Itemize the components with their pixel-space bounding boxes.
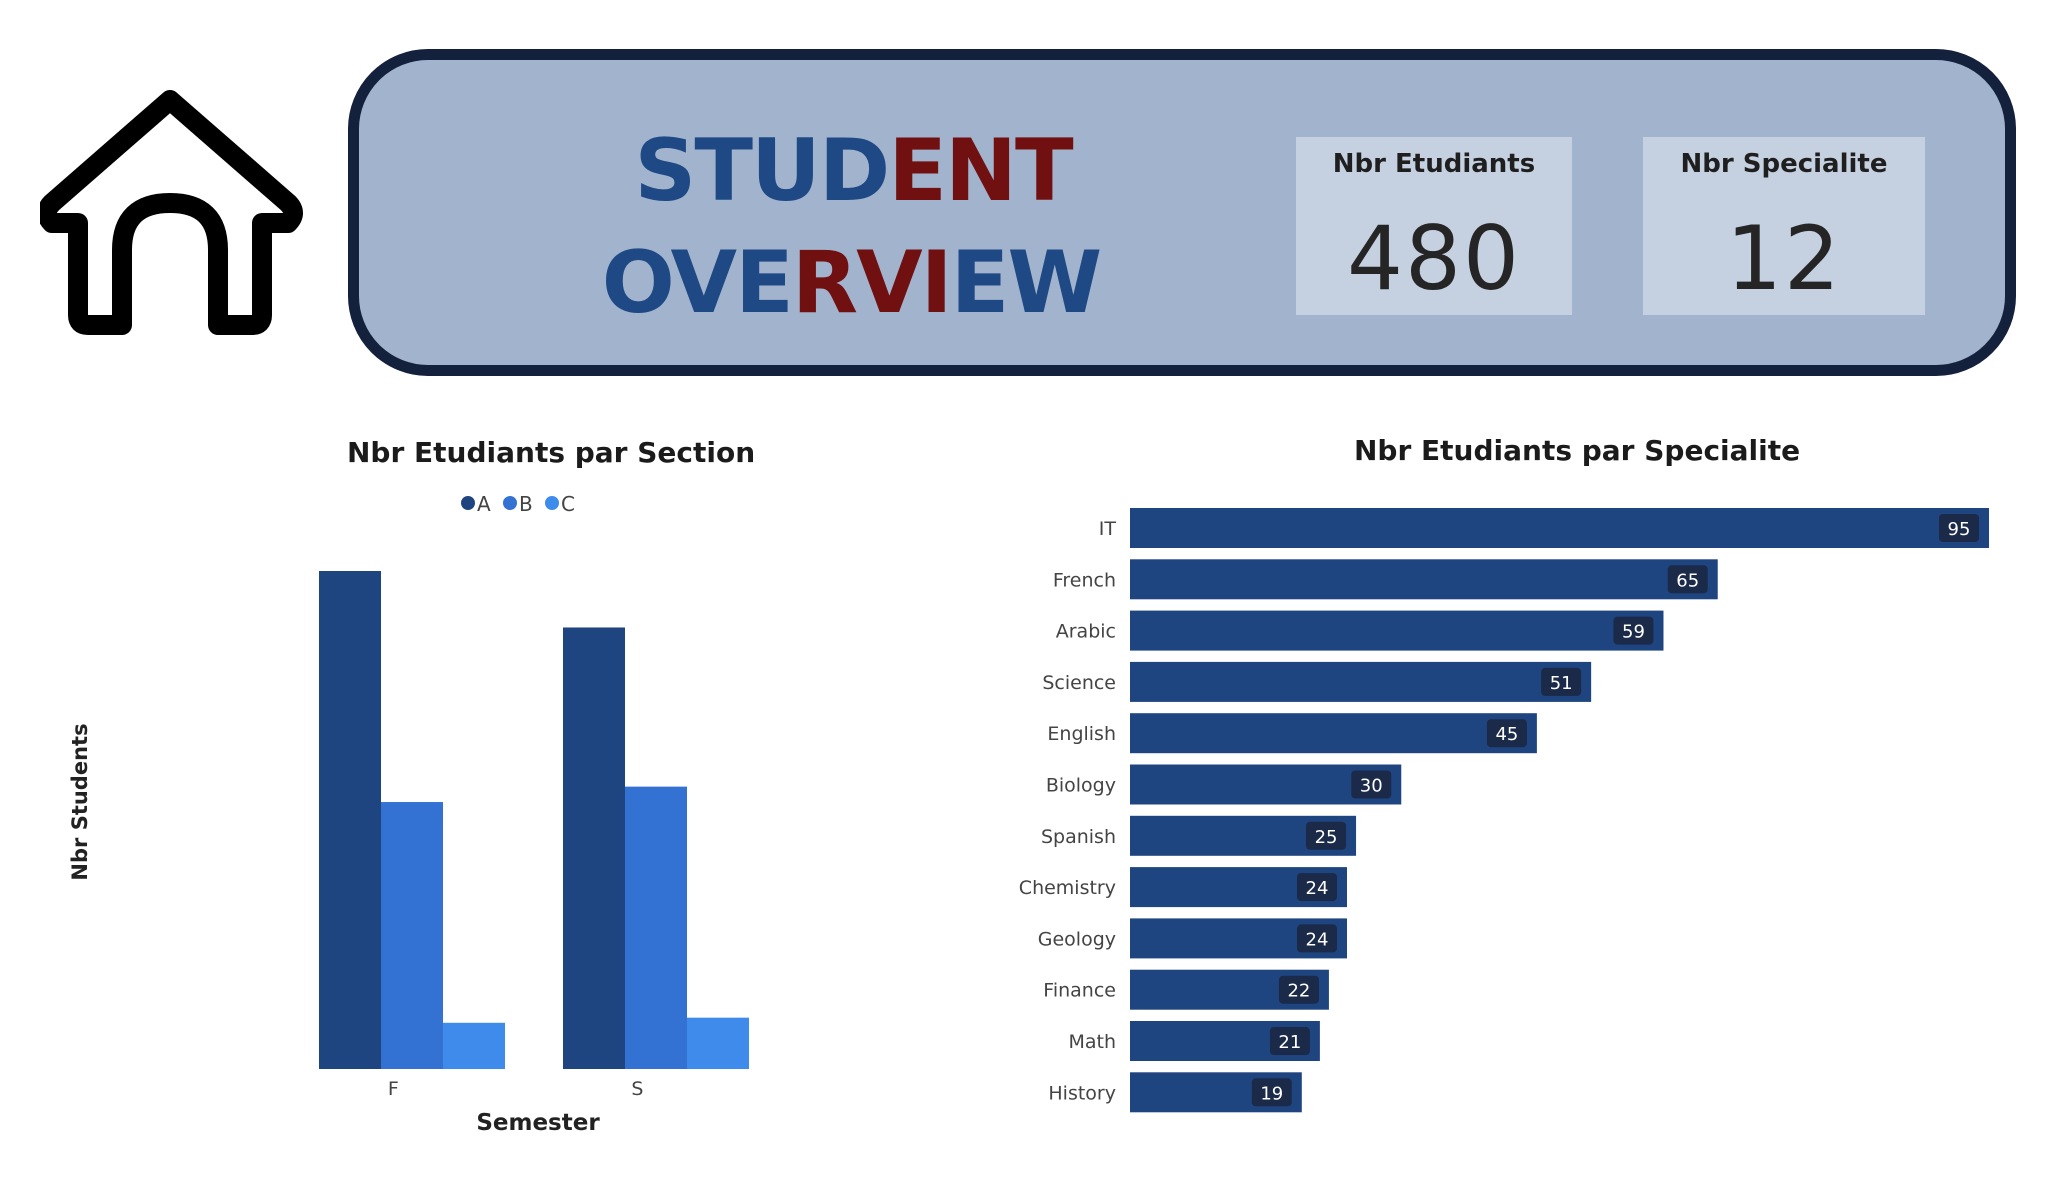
title-part: OVE: [601, 233, 794, 333]
x-axis-label: Semester: [476, 1110, 600, 1136]
legend-label: A: [477, 492, 491, 516]
data-label-bg: [1306, 821, 1347, 850]
data-label-bg: [1269, 1027, 1310, 1055]
x-tick-label: S: [631, 1078, 643, 1100]
category-label: History: [1048, 1082, 1116, 1104]
chart-bar[interactable]: [1130, 559, 1718, 600]
category-label: Chemistry: [1019, 877, 1116, 899]
kpi-value: 12: [1726, 207, 1842, 310]
data-label: 45: [1495, 724, 1518, 745]
data-label: 24: [1306, 929, 1329, 950]
header-banner: STUDENT OVERVIEW Nbr Etudiants 480 Nbr S…: [348, 49, 2016, 376]
title-part: RVI: [791, 233, 953, 333]
kpi-card-specialites: Nbr Specialite 12: [1643, 137, 1925, 315]
chart-bar[interactable]: [319, 571, 381, 1069]
chart-bar[interactable]: [625, 786, 687, 1069]
chart-bar[interactable]: [1130, 508, 1989, 548]
data-label-bg: [1667, 565, 1708, 594]
category-label: Arabic: [1056, 621, 1116, 643]
chart-legend: A B C: [461, 492, 575, 516]
data-label-bg: [1613, 616, 1654, 645]
category-label: French: [1053, 569, 1116, 591]
category-label: IT: [1099, 518, 1117, 540]
data-label-bg: [1351, 770, 1392, 799]
data-label-bg: [1297, 924, 1338, 953]
category-labels: IT French Arabic Science English Biology Spani…: [1019, 518, 1117, 1104]
chart-bar[interactable]: [1130, 661, 1592, 702]
category-label: Math: [1068, 1031, 1116, 1053]
data-label: 95: [1948, 519, 1971, 540]
y-axis-label: Nbr Students: [68, 723, 92, 880]
data-label: 21: [1278, 1032, 1301, 1053]
category-label: Science: [1042, 672, 1116, 694]
title-part: STUD: [634, 121, 890, 221]
legend-label: B: [519, 492, 533, 516]
data-label-bg: [1486, 719, 1527, 748]
legend-marker: [545, 496, 559, 510]
data-label: 22: [1287, 981, 1310, 1002]
kpi-card-students: Nbr Etudiants 480: [1296, 137, 1572, 315]
data-label-bg: [1278, 975, 1319, 1004]
chart-bar[interactable]: [443, 1022, 505, 1069]
title-line-2: OVERVIEW: [351, 240, 1351, 326]
chart-bars: [1130, 508, 1989, 1113]
category-label: Biology: [1046, 775, 1116, 797]
title-part: ENT: [888, 121, 1073, 221]
category-label: Spanish: [1041, 826, 1116, 848]
kpi-label: Nbr Specialite: [1680, 149, 1888, 179]
specialite-bar-chart: IT French Arabic Science English Biology Spani…: [1019, 508, 1989, 1113]
chart-bar[interactable]: [563, 627, 625, 1069]
data-label: 51: [1550, 673, 1573, 694]
chart-title: Nbr Etudiants par Section: [347, 436, 756, 469]
kpi-value: 480: [1347, 207, 1521, 310]
chart-bar[interactable]: [381, 802, 443, 1069]
data-label: 24: [1306, 878, 1329, 899]
data-label: 25: [1315, 827, 1338, 848]
data-label: 30: [1360, 776, 1383, 797]
legend-marker: [503, 496, 517, 510]
data-label-bg: [1251, 1078, 1292, 1107]
data-label-bg: [1297, 873, 1338, 902]
chart-bar[interactable]: [1130, 610, 1664, 651]
data-label: 59: [1622, 622, 1645, 643]
chart-bars: [319, 571, 749, 1069]
data-label-bg: [1939, 514, 1979, 542]
chart-title: Nbr Etudiants par Specialite: [1354, 434, 1801, 467]
category-label: Finance: [1043, 980, 1116, 1002]
category-label: Geology: [1038, 928, 1116, 950]
x-tick-label: F: [388, 1078, 399, 1100]
data-labels: 95 65 59 51 45 30 25 24 24 22 21 19: [1251, 514, 1979, 1107]
chart-bar[interactable]: [1130, 713, 1537, 754]
data-label: 65: [1676, 570, 1699, 591]
chart-bar[interactable]: [687, 1017, 749, 1069]
category-label: English: [1047, 723, 1116, 745]
title-line-1: STUDENT: [353, 128, 1353, 214]
home-icon[interactable]: [40, 85, 310, 345]
data-label: 19: [1260, 1083, 1283, 1104]
legend-marker: [461, 496, 475, 510]
kpi-label: Nbr Etudiants: [1332, 149, 1536, 179]
legend-label: C: [561, 492, 575, 516]
data-label-bg: [1541, 667, 1582, 696]
title-part: EW: [950, 233, 1103, 333]
